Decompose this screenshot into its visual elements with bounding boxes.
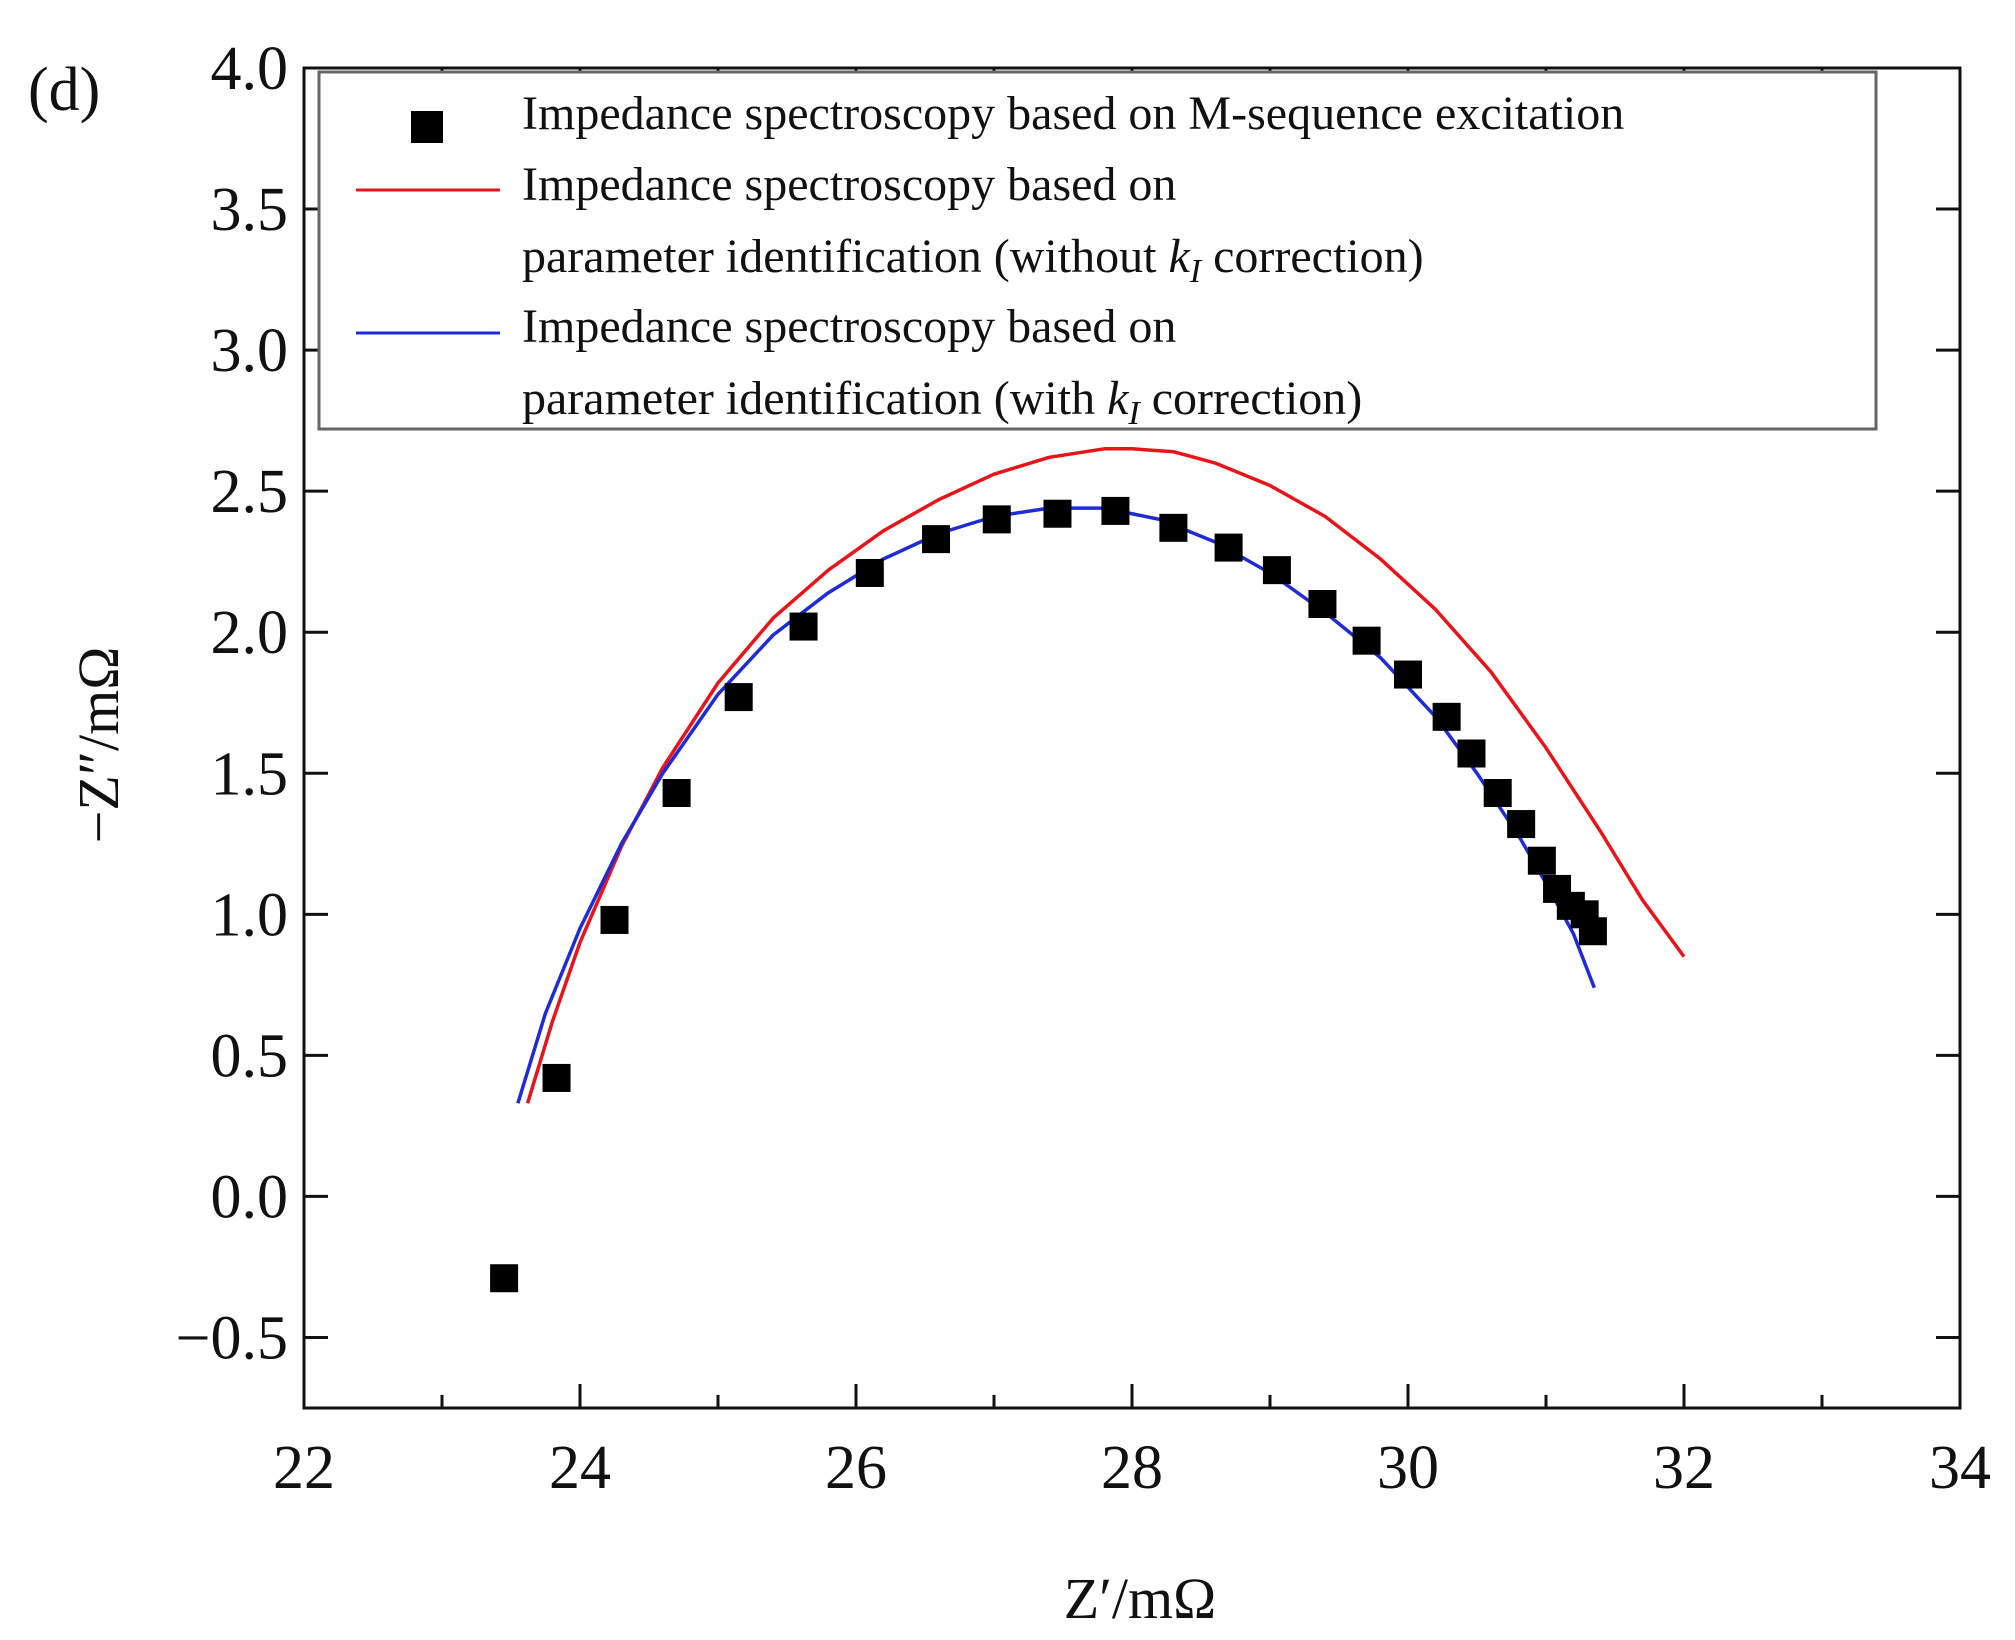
y-tick-label: 2.5 — [211, 458, 289, 526]
y-axis-title: −Z″/mΩ — [66, 647, 131, 844]
legend-label-without-part2: correction) — [1201, 230, 1424, 283]
legend-k-symbol: k — [1168, 230, 1191, 283]
legend-label-with-part1: parameter identification (with — [522, 372, 1107, 425]
data-point — [662, 779, 691, 808]
legend-k-symbol: k — [1107, 372, 1130, 425]
legend-k-subscript: I — [1127, 395, 1141, 432]
y-tick-label: 3.5 — [211, 176, 289, 244]
series-lines — [516, 447, 1686, 1104]
panel-label: (d) — [28, 56, 100, 124]
data-point — [1483, 779, 1512, 808]
data-point — [1457, 739, 1486, 768]
legend-frame — [317, 70, 1878, 431]
x-tick-label: 34 — [1929, 1434, 1991, 1502]
x-tick-label: 22 — [273, 1434, 335, 1502]
data-point — [1394, 660, 1422, 689]
legend-label-without-part1: parameter identification (without — [522, 230, 1168, 283]
y-tick-label: −0.5 — [176, 1304, 288, 1372]
data-point — [789, 612, 818, 641]
data-point — [1308, 590, 1337, 618]
data-point — [1159, 513, 1188, 542]
data-point — [1352, 626, 1381, 655]
x-tick-label: 32 — [1653, 1434, 1715, 1502]
y-tick-label: 2.0 — [211, 599, 289, 667]
y-tick-label: 0.0 — [211, 1163, 289, 1231]
data-point — [855, 558, 884, 587]
data-point — [600, 905, 629, 934]
x-tick-label: 30 — [1377, 1434, 1439, 1502]
data-point — [982, 505, 1011, 534]
data-point — [724, 683, 753, 712]
x-axis: 22 24 26 28 30 32 34 — [273, 68, 1991, 1502]
data-point — [542, 1063, 571, 1092]
x-tick-label: 28 — [1101, 1434, 1163, 1502]
y-tick-label: 1.0 — [211, 881, 289, 949]
legend-label-measured: Impedance spectroscopy based on M-sequen… — [522, 87, 1624, 140]
legend-label-without-line1: Impedance spectroscopy based on — [522, 158, 1176, 211]
x-tick-label: 24 — [549, 1434, 611, 1502]
data-point — [1578, 917, 1607, 946]
series-markers — [490, 496, 1607, 1293]
data-point — [490, 1264, 519, 1293]
y-tick-label: 1.5 — [211, 740, 289, 808]
legend-label-with-part2: correction) — [1140, 372, 1363, 425]
legend: Impedance spectroscopy based on M-sequen… — [317, 70, 1878, 432]
x-tick-label: 26 — [825, 1434, 887, 1502]
data-point — [1507, 810, 1536, 839]
data-point — [1432, 702, 1461, 731]
legend-label-with-line1: Impedance spectroscopy based on — [522, 300, 1176, 353]
x-axis-title: Z′/mΩ — [1064, 1566, 1216, 1631]
legend-k-subscript: I — [1189, 253, 1203, 290]
legend-marker-measured — [411, 111, 443, 143]
legend-label-with-line2: parameter identification (with kI correc… — [522, 372, 1362, 432]
data-point — [1214, 533, 1243, 562]
data-point — [1527, 846, 1556, 875]
y-tick-label: 4.0 — [211, 35, 289, 103]
legend-label-without-line2: parameter identification (without kI cor… — [522, 230, 1424, 290]
data-point — [922, 525, 951, 554]
y-axis: −0.5 0.0 0.5 1.0 1.5 2.0 2.5 3.0 3.5 4.0 — [176, 35, 1960, 1372]
data-point — [1043, 499, 1072, 528]
data-point — [1262, 556, 1291, 585]
series-line-without-correction — [525, 447, 1686, 1104]
data-point — [1101, 496, 1130, 525]
y-tick-label: 3.0 — [211, 317, 289, 385]
y-tick-label: 0.5 — [211, 1022, 289, 1090]
